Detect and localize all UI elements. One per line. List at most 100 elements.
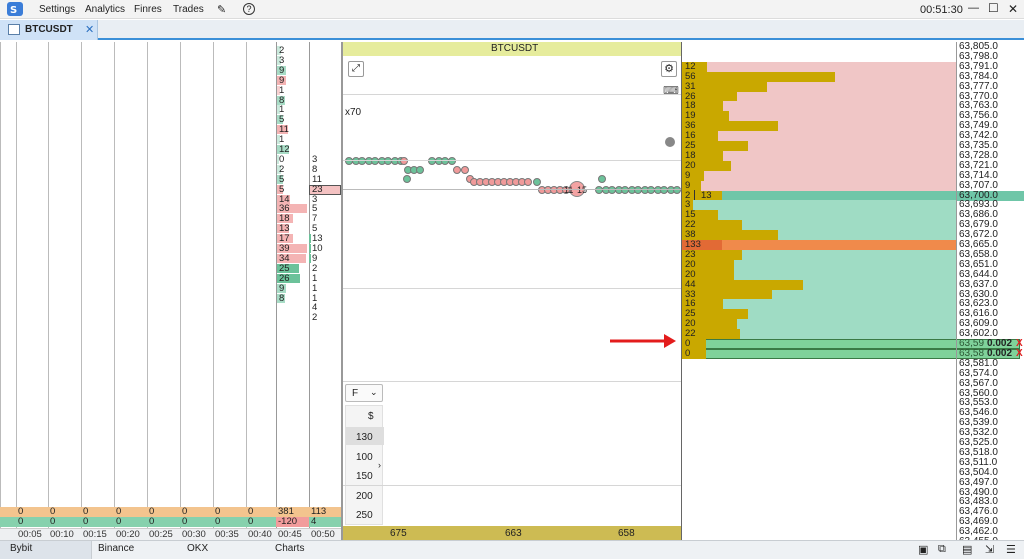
price-level[interactable]: 63,574.0	[959, 367, 998, 379]
price-level[interactable]: 63,791.0	[959, 60, 998, 72]
trade-dot	[533, 178, 541, 186]
price-level[interactable]: 63,518.0	[959, 446, 998, 458]
price-level[interactable]: 63,532.0	[959, 427, 998, 439]
price-level[interactable]: 63,672.0	[959, 229, 998, 241]
price-level[interactable]: 63,630.0	[959, 288, 998, 300]
bid-level	[682, 279, 956, 290]
bid-level	[682, 220, 956, 231]
price-level[interactable]: 63,602.0	[959, 328, 998, 340]
size-option-100[interactable]: 100	[356, 452, 373, 463]
price-level[interactable]: 63,763.0	[959, 100, 998, 112]
tab-btcusdt[interactable]: BTCUSDT ✕	[0, 20, 98, 40]
price-level[interactable]: 63,539.0	[959, 417, 998, 429]
price-level[interactable]: 63,756.0	[959, 110, 998, 122]
chevron-right-icon[interactable]: ›	[378, 460, 381, 470]
price-level[interactable]: 63,637.0	[959, 278, 998, 290]
price-level[interactable]: 63,798.0	[959, 50, 998, 62]
price-level[interactable]: 63,525.0	[959, 437, 998, 448]
minimize-button[interactable]: —	[968, 2, 979, 14]
time-label: 00:30	[182, 529, 206, 540]
price-level[interactable]: 63,665.0	[959, 239, 998, 250]
price-level[interactable]: 63,462.0	[959, 526, 998, 538]
price-line	[343, 189, 682, 190]
price-level[interactable]: 63,490.0	[959, 486, 998, 498]
cancel-order-button[interactable]: X	[1016, 347, 1023, 359]
ask-level	[682, 150, 956, 161]
price-level[interactable]: 63,511.0	[959, 456, 998, 468]
menu-analytics[interactable]: Analytics	[85, 4, 126, 15]
tab-binance[interactable]: Binance	[98, 543, 135, 554]
ask-volume-bar	[682, 81, 767, 92]
price-level[interactable]: 63,616.0	[959, 308, 998, 320]
size-option-150[interactable]: 150	[356, 471, 373, 482]
menu-trades[interactable]: Trades	[173, 4, 204, 15]
cluster-value: 5	[279, 114, 285, 126]
bid-level	[682, 329, 956, 340]
size-option-250[interactable]: 250	[356, 510, 373, 521]
tab-okx[interactable]: OKX	[187, 543, 209, 554]
price-level[interactable]: 63,504.0	[959, 466, 998, 478]
price-level[interactable]: 63,623.0	[959, 298, 998, 310]
menu-settings[interactable]: Settings	[39, 4, 76, 15]
price-level[interactable]: 63,721.0	[959, 159, 998, 171]
size-option-130[interactable]: 130	[356, 432, 373, 443]
price-level[interactable]: 63,497.0	[959, 476, 998, 488]
price-level[interactable]: 63,476.0	[959, 506, 998, 518]
price-level[interactable]: 63,735.0	[959, 140, 998, 151]
cluster-bar	[277, 125, 288, 135]
column-divider	[48, 42, 49, 540]
price-level[interactable]: 63,679.0	[959, 219, 998, 231]
price-level[interactable]: 63,553.0	[959, 397, 998, 409]
price-level[interactable]: 63,784.0	[959, 70, 998, 82]
window-icon[interactable]: ▤	[962, 544, 973, 556]
price-level[interactable]: 63,644.0	[959, 268, 998, 280]
price-level[interactable]: 63,742.0	[959, 130, 998, 142]
price-level[interactable]: 63,749.0	[959, 120, 998, 132]
close-button[interactable]: ✕	[1008, 2, 1019, 16]
price-level[interactable]: 63,770.0	[959, 90, 998, 102]
size-option-200[interactable]: 200	[356, 491, 373, 502]
price-level[interactable]: 63,651.0	[959, 258, 998, 270]
price-level[interactable]: 63,693.0	[959, 199, 998, 211]
bid-qty: 20	[685, 258, 696, 270]
list-settings-icon[interactable]: ☰	[1006, 544, 1016, 556]
autoscale-icon[interactable]: ⤢	[348, 61, 364, 77]
pin-off-icon[interactable]: ✎	[217, 4, 227, 16]
price-level[interactable]: 63,658.0	[959, 248, 998, 260]
price-level[interactable]: 63,581.0	[959, 357, 998, 369]
price-level[interactable]: 63,546.0	[959, 407, 998, 419]
maximize-button[interactable]: ☐	[988, 1, 999, 15]
price-level[interactable]: 63,728.0	[959, 149, 998, 161]
price-level[interactable]: 63,483.0	[959, 496, 998, 508]
screenshot-icon[interactable]: ▣	[918, 544, 929, 556]
price-level[interactable]: 63,805.0	[959, 41, 998, 52]
menu-finres[interactable]: Finres	[134, 4, 162, 15]
cancel-order-button[interactable]: X	[1016, 338, 1023, 349]
tab-charts[interactable]: Charts	[275, 543, 305, 554]
price-level[interactable]: 63,567.0	[959, 377, 998, 389]
price-level[interactable]: 63,714.0	[959, 169, 998, 181]
total-value: 113	[311, 506, 327, 517]
price-level[interactable]: 63,700.0	[959, 189, 998, 201]
price-level[interactable]: 63,560.0	[959, 387, 998, 399]
trade-dot	[524, 178, 532, 186]
chart-area: BTCUSDT ⤢ ⚙ ⌨ x70 11 15 F ⌄ $ 130 100 150…	[342, 42, 682, 540]
cluster-value: 7	[312, 213, 318, 225]
tab-bybit[interactable]: Bybit	[10, 543, 33, 554]
close-tab-icon[interactable]: ✕	[85, 24, 95, 36]
price-level[interactable]: 63,469.0	[959, 516, 998, 528]
price-level[interactable]: 63,609.0	[959, 318, 998, 330]
ask-volume-bar	[682, 101, 724, 112]
gear-icon[interactable]: ⚙	[661, 61, 677, 77]
price-level[interactable]: 63,686.0	[959, 209, 998, 221]
volume-mode-select[interactable]: F ⌄	[345, 384, 383, 402]
export-icon[interactable]: ⇲	[985, 544, 995, 556]
help-icon[interactable]: ?	[243, 3, 255, 15]
cluster-bar	[277, 204, 307, 214]
trade-dot	[461, 166, 469, 174]
price-level[interactable]: 63,777.0	[959, 80, 998, 92]
picture-icon[interactable]: ⧉	[938, 543, 946, 555]
price-level[interactable]: 63,707.0	[959, 179, 998, 191]
chart-gridline	[343, 288, 682, 289]
cluster-value: 8	[312, 163, 318, 175]
